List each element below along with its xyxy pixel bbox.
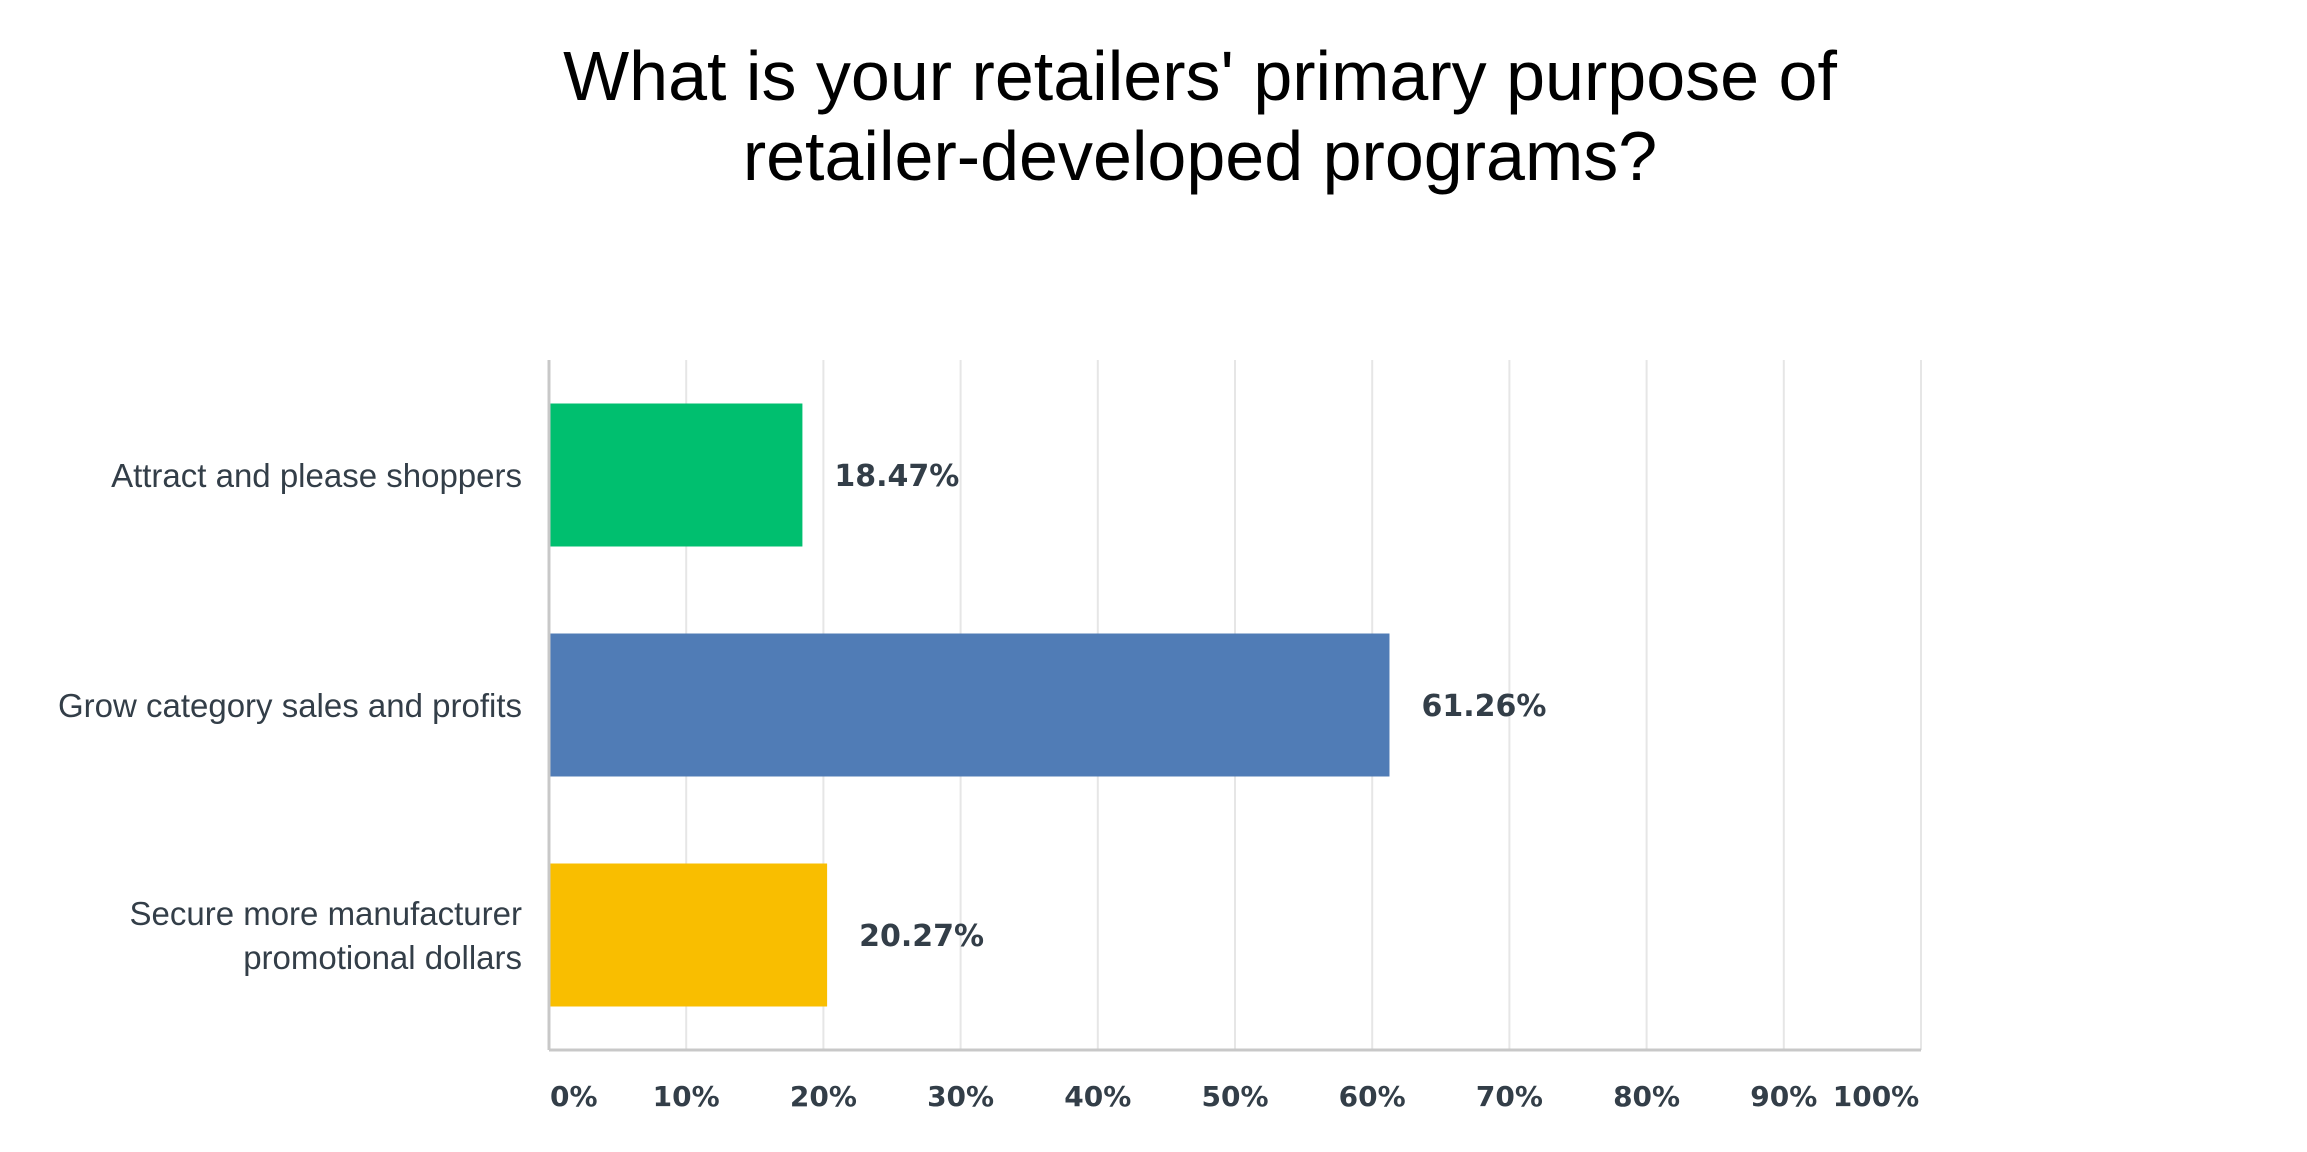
category-label-3-line-2: promotional dollars <box>243 939 522 976</box>
bar-1 <box>549 403 803 547</box>
x-tick-label-70pct: 70% <box>1476 1080 1543 1113</box>
value-label-3: 20.27% <box>859 919 984 954</box>
axes <box>547 360 1921 1052</box>
x-tick-label-20pct: 20% <box>790 1080 857 1113</box>
x-tick-label-40pct: 40% <box>1064 1080 1131 1113</box>
x-tick-label-30pct: 30% <box>927 1080 994 1113</box>
category-label-1: Attract and please shoppers <box>111 457 522 494</box>
category-label-3-line-1: Secure more manufacturer <box>129 895 522 932</box>
x-tick-label-80pct: 80% <box>1613 1080 1680 1113</box>
bar-3 <box>549 863 828 1007</box>
labels: 18.47% Attract and please shoppers 61.26% G… <box>58 457 1919 1113</box>
x-tick-label-0pct: 0% <box>550 1080 598 1113</box>
x-tick-label-90pct: 90% <box>1750 1080 1817 1113</box>
x-tick-label-50pct: 50% <box>1201 1080 1268 1113</box>
x-tick-label-10pct: 10% <box>653 1080 720 1113</box>
chart-title-line-1: What is your retailers' primary purpose … <box>563 37 1837 115</box>
value-label-1: 18.47% <box>834 459 959 494</box>
x-tick-label-60pct: 60% <box>1339 1080 1406 1113</box>
category-label-2: Grow category sales and profits <box>58 687 522 724</box>
bars <box>549 403 1390 1007</box>
bar-2 <box>549 633 1390 777</box>
chart-title: What is your retailers' primary purpose … <box>0 36 2307 196</box>
chart-title-line-2: retailer-developed programs? <box>742 117 1658 195</box>
x-tick-label-100pct: 100% <box>1833 1080 1920 1113</box>
value-label-2: 61.26% <box>1421 689 1546 724</box>
